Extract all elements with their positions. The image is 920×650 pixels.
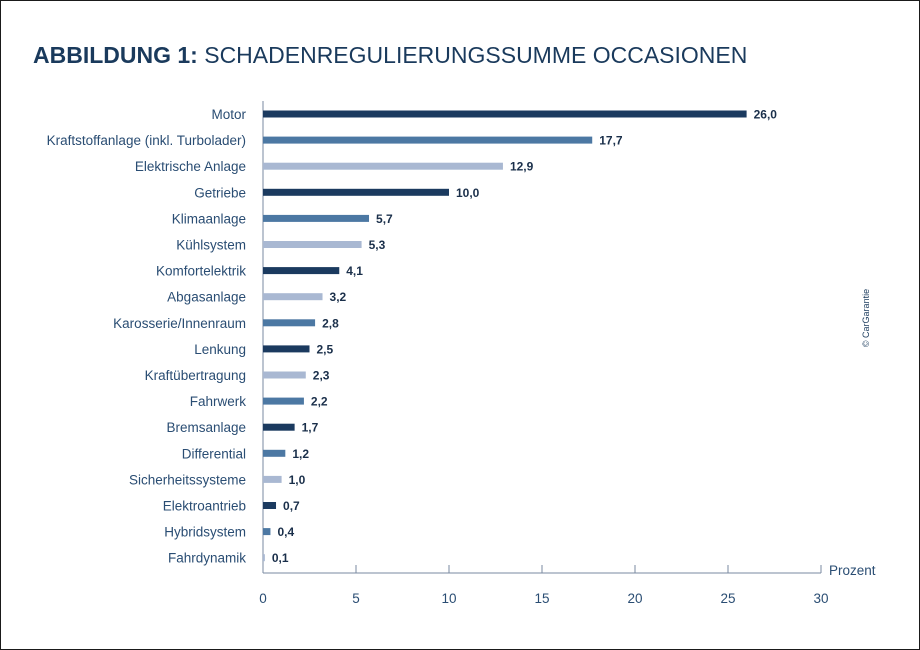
value-label: 3,2 — [330, 290, 347, 304]
figure-title-text: SCHADENREGULIERUNGSSUMME OCCASIONEN — [197, 42, 748, 68]
x-tick-label: 25 — [720, 591, 735, 606]
value-label: 1,0 — [289, 473, 306, 487]
x-tick-label: 20 — [627, 591, 642, 606]
category-label: Motor — [211, 107, 246, 122]
bar — [263, 475, 282, 483]
category-label: Elektrische Anlage — [135, 159, 246, 174]
x-tick-label: 15 — [534, 591, 549, 606]
bar — [263, 528, 271, 536]
x-axis-label: Prozent — [829, 563, 876, 578]
category-label: Kühlsystem — [176, 238, 246, 253]
category-label: Kraftstoffanlage (inkl. Turbolader) — [47, 133, 246, 148]
value-label: 1,7 — [302, 421, 319, 435]
value-label: 0,4 — [277, 525, 294, 539]
value-label: 26,0 — [754, 108, 778, 122]
bar — [263, 136, 593, 144]
category-label: Klimaanlage — [172, 211, 246, 226]
value-label: 4,1 — [346, 264, 363, 278]
bar — [263, 423, 295, 431]
value-label: 0,1 — [272, 551, 289, 565]
x-tick-label: 0 — [259, 591, 267, 606]
value-label: 12,9 — [510, 160, 534, 174]
x-tick-label: 5 — [352, 591, 360, 606]
category-label: Lenkung — [194, 342, 246, 357]
category-label: Kraftübertragung — [145, 368, 246, 383]
bar — [263, 449, 286, 457]
value-label: 5,3 — [369, 238, 386, 252]
value-label: 17,7 — [599, 134, 623, 148]
bar — [263, 502, 277, 509]
bar — [263, 554, 265, 562]
bar — [263, 267, 340, 275]
bar — [263, 241, 362, 248]
x-tick-label: 30 — [813, 591, 828, 606]
category-label: Fahrwerk — [190, 394, 247, 409]
value-label: 5,7 — [376, 212, 393, 226]
bar — [263, 397, 304, 405]
value-label: 2,5 — [317, 342, 334, 356]
figure-title-number: ABBILDUNG 1: — [33, 42, 198, 68]
value-label: 10,0 — [456, 186, 480, 200]
category-label: Differential — [182, 446, 246, 461]
value-label: 1,2 — [292, 447, 309, 461]
bar — [263, 110, 747, 118]
bar — [263, 188, 449, 196]
bar — [263, 293, 323, 301]
category-label: Sicherheitssysteme — [129, 472, 246, 487]
bar — [263, 345, 310, 353]
category-label: Karosserie/Innenraum — [113, 316, 246, 331]
figure-title: ABBILDUNG 1: SCHADENREGULIERUNGSSUMME OC… — [33, 42, 747, 69]
value-label: 0,7 — [283, 499, 300, 513]
x-tick-label: 10 — [441, 591, 456, 606]
value-label: 2,2 — [311, 395, 328, 409]
category-label: Hybridsystem — [164, 525, 246, 540]
category-label: Elektroantrieb — [163, 499, 246, 514]
bar — [263, 214, 370, 222]
value-label: 2,3 — [313, 369, 330, 383]
category-label: Getriebe — [194, 185, 246, 200]
category-label: Fahrdynamik — [168, 551, 246, 566]
category-label: Bremsanlage — [166, 420, 246, 435]
category-label: Abgasanlage — [167, 290, 246, 305]
bar — [263, 319, 316, 327]
bar — [263, 162, 503, 170]
category-label: Komfortelektrik — [156, 264, 246, 279]
bar — [263, 371, 306, 379]
value-label: 2,8 — [322, 316, 339, 330]
